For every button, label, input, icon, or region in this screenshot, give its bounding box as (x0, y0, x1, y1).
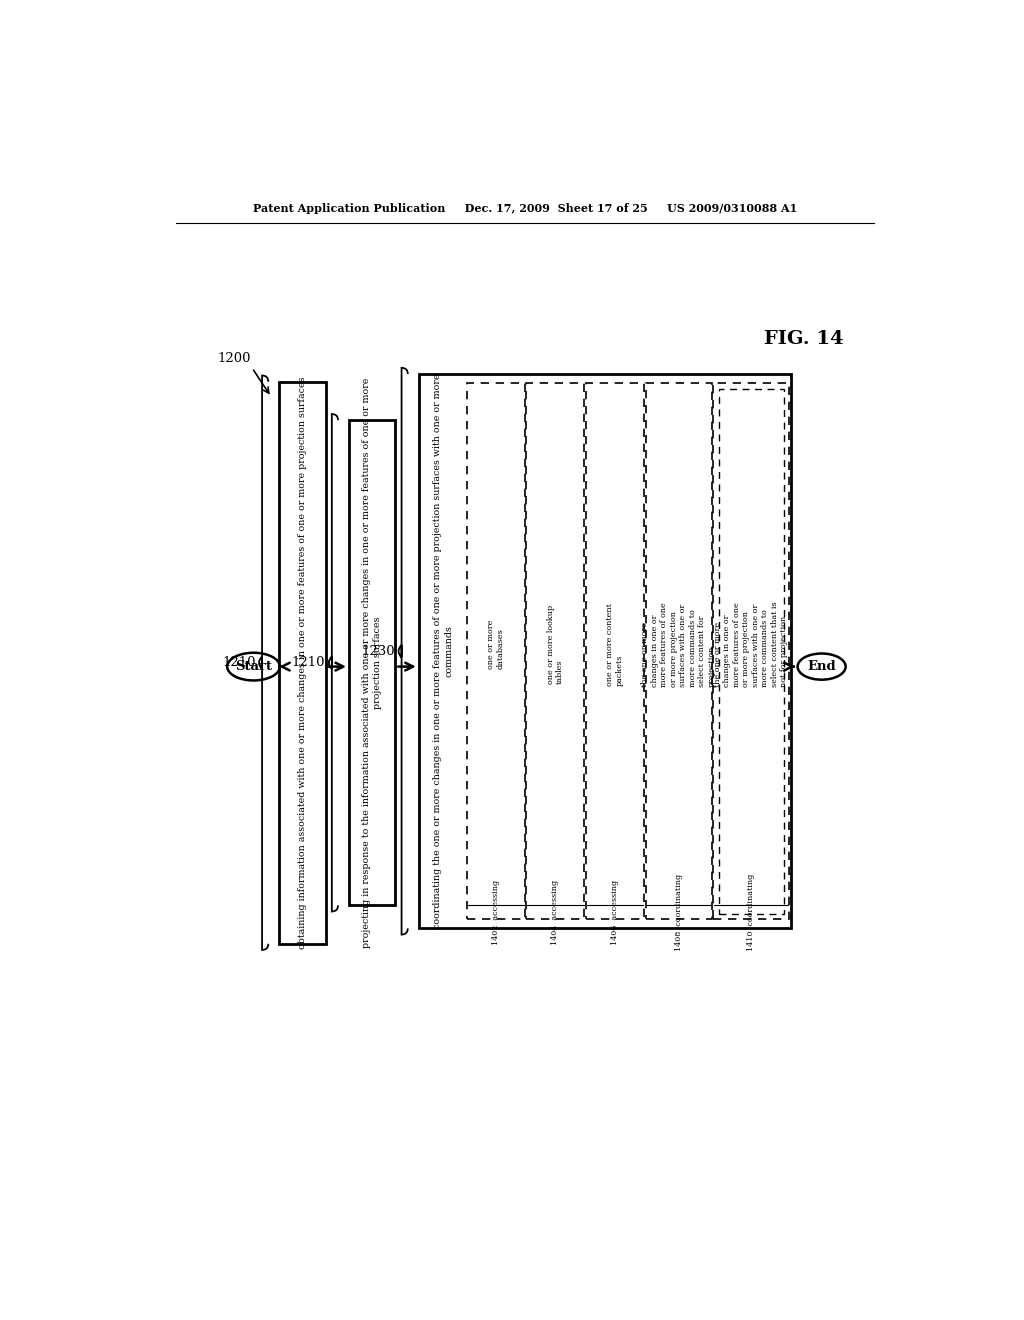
Bar (646, 383, 712, 919)
Text: 1410  coordinating: 1410 coordinating (748, 874, 755, 950)
Text: one or more lookup
tables: one or more lookup tables (547, 605, 564, 684)
Bar (349, 420, 395, 906)
Bar (467, 383, 524, 919)
Text: the one or more
changes in one or
more features of one
or more projection
surfac: the one or more changes in one or more f… (714, 602, 788, 688)
Text: 1404  accessing: 1404 accessing (551, 879, 559, 945)
Text: 1210: 1210 (292, 656, 326, 669)
Text: coordinating the one or more changes in one or more features of one or more proj: coordinating the one or more changes in … (433, 374, 454, 929)
Text: Patent Application Publication     Dec. 17, 2009  Sheet 17 of 25     US 2009/031: Patent Application Publication Dec. 17, … (253, 203, 797, 214)
Text: FIG. 14: FIG. 14 (764, 330, 843, 348)
Text: 1406  accessing: 1406 accessing (611, 879, 620, 945)
Text: Start: Start (236, 660, 272, 673)
Bar (719, 388, 783, 913)
Text: 1200: 1200 (217, 352, 251, 366)
Text: 1210: 1210 (222, 656, 256, 669)
Text: 1402  accessing: 1402 accessing (492, 879, 500, 945)
Text: obtaining information associated with one or more changes in one or more feature: obtaining information associated with on… (298, 376, 307, 949)
Text: 1408  coordinating: 1408 coordinating (675, 874, 683, 950)
Bar (586, 383, 644, 919)
Text: one or more content
packets: one or more content packets (606, 603, 624, 685)
Bar (526, 383, 585, 919)
Text: 1230: 1230 (361, 644, 395, 657)
Text: End: End (807, 660, 836, 673)
Bar (280, 381, 326, 944)
Bar (419, 374, 791, 928)
Text: projecting in response to the information associated with one or more changes in: projecting in response to the informatio… (362, 378, 382, 948)
Text: one or more
databases: one or more databases (487, 619, 505, 669)
Text: the one or more
changes in one or
more features of one
or more projection
surfac: the one or more changes in one or more f… (641, 602, 716, 686)
Bar (713, 383, 790, 919)
